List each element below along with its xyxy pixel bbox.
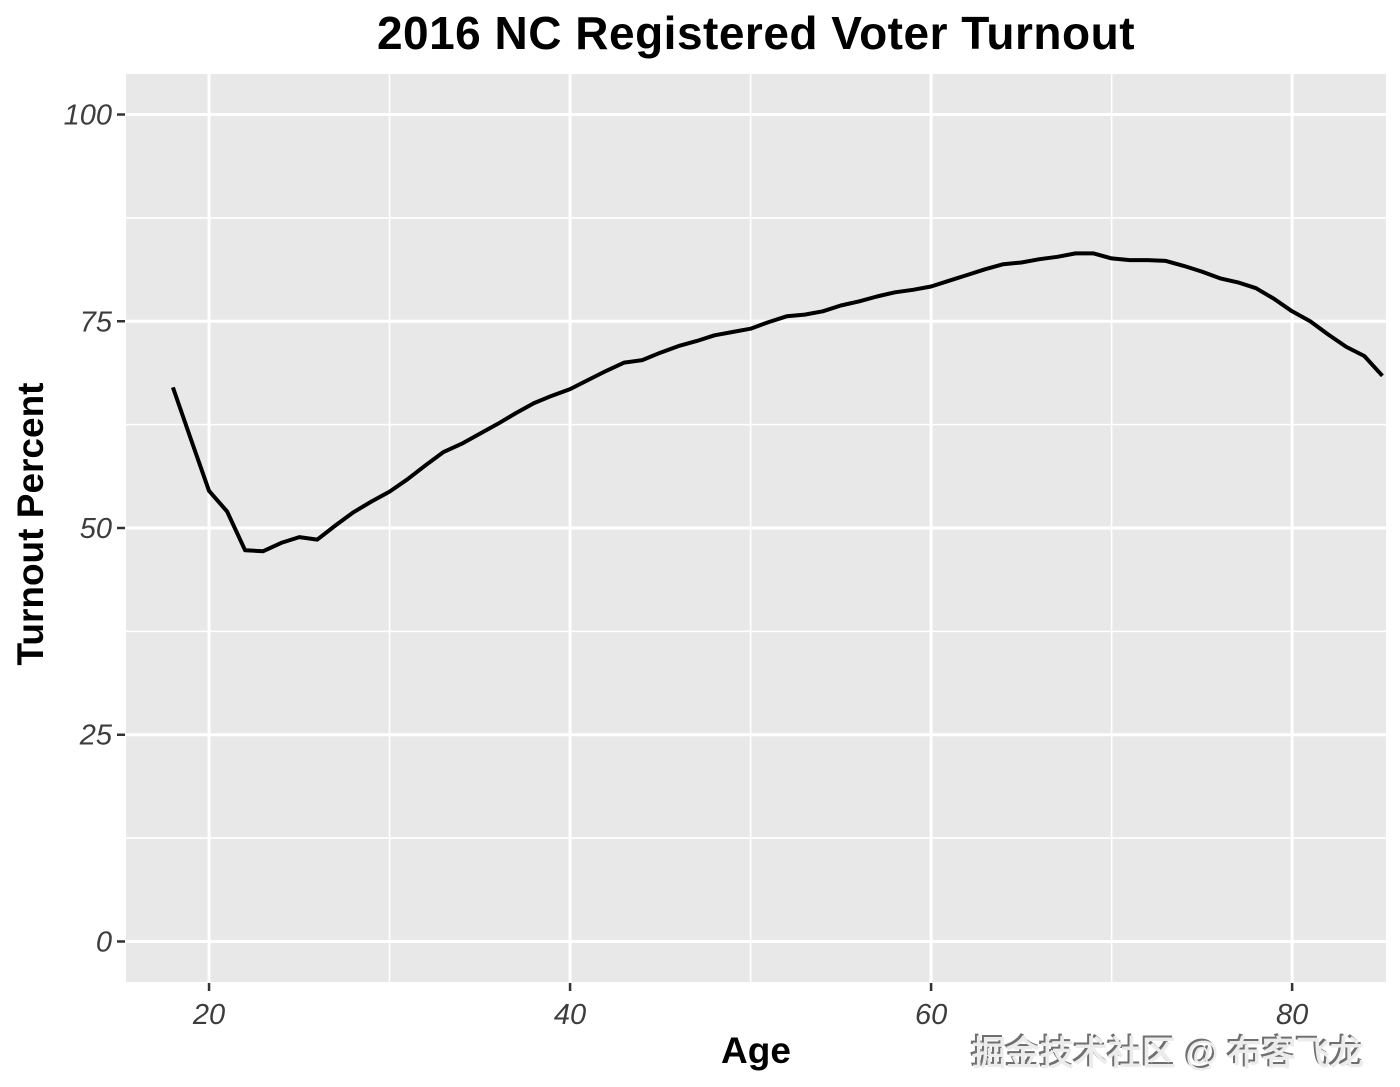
y-tick-label: 0 xyxy=(96,926,112,958)
y-tick-label: 25 xyxy=(79,720,113,752)
x-axis-title: Age xyxy=(721,1030,791,1071)
watermark: 掘金技术社区 @ 布客飞龙 xyxy=(971,1035,1364,1073)
y-axis-title: Turnout Percent xyxy=(10,382,51,666)
chart-title: 2016 NC Registered Voter Turnout xyxy=(376,7,1136,59)
x-tick-label: 80 xyxy=(1276,999,1308,1031)
y-tick-label: 50 xyxy=(80,513,112,545)
x-tick-label: 20 xyxy=(192,999,225,1031)
x-tick-label: 60 xyxy=(915,999,947,1031)
y-tick-label: 75 xyxy=(80,306,113,338)
turnout-line xyxy=(171,251,1384,554)
y-tick-label: 100 xyxy=(64,100,112,132)
x-tick-label: 40 xyxy=(554,999,586,1031)
